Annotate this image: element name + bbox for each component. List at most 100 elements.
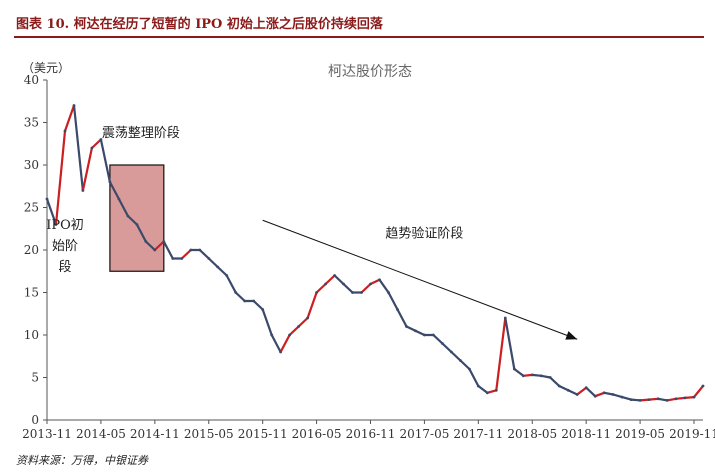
price-segment-down xyxy=(126,214,138,226)
price-segment-down xyxy=(432,333,444,345)
price-point xyxy=(566,388,570,392)
price-segment-up xyxy=(324,274,336,286)
y-tick-label: 40 xyxy=(24,73,39,87)
price-segment-up xyxy=(486,389,498,394)
price-segment-up xyxy=(288,325,300,337)
price-point xyxy=(611,393,615,396)
price-point xyxy=(459,359,462,362)
ipo-label-line: 始阶 xyxy=(52,239,78,254)
y-tick-label: 25 xyxy=(24,201,39,215)
price-point xyxy=(360,291,363,294)
price-point xyxy=(405,325,408,328)
price-point xyxy=(441,342,444,345)
price-point xyxy=(485,391,489,395)
price-segment-up xyxy=(153,240,165,252)
consolidation-box-layer xyxy=(109,164,165,272)
price-point xyxy=(261,308,265,311)
price-point xyxy=(207,257,211,260)
consolidation-label: 震荡整理阶段 xyxy=(102,126,180,141)
price-segment-down xyxy=(135,223,147,243)
price-point xyxy=(243,299,247,303)
price-segment-up xyxy=(369,278,381,286)
figure-header: 图表 10. 柯达在经历了短暂的 IPO 初始上涨之后股价持续回落 xyxy=(14,6,704,38)
price-segment-down xyxy=(99,138,112,184)
price-segment-up xyxy=(306,291,318,320)
price-segment-up xyxy=(63,104,76,133)
x-tick-label: 2019-11 xyxy=(669,427,715,441)
price-segment-down xyxy=(414,329,426,337)
price-point xyxy=(171,257,175,260)
x-tick-label: 2015-05 xyxy=(184,427,234,441)
chart-title: 柯达股价形态 xyxy=(328,64,412,80)
price-segment-up xyxy=(576,386,588,396)
price-point xyxy=(512,367,516,371)
price-point xyxy=(117,197,121,201)
y-tick-label: 10 xyxy=(24,328,39,342)
price-point xyxy=(315,291,318,294)
price-segment-down xyxy=(333,274,345,286)
price-segment-down xyxy=(629,398,642,402)
price-segment-down xyxy=(234,291,246,303)
price-point xyxy=(351,291,354,294)
y-axis-unit-label: （美元） xyxy=(22,61,70,75)
price-segment-down xyxy=(611,393,624,399)
price-segment-down xyxy=(513,367,525,377)
price-segment-up xyxy=(683,396,696,399)
price-segment-down xyxy=(504,316,516,371)
price-point xyxy=(548,376,552,379)
price-point xyxy=(234,291,238,294)
price-segment-down xyxy=(540,374,552,379)
price-segment-down xyxy=(45,197,58,226)
price-point xyxy=(297,325,300,328)
price-segment-down xyxy=(558,384,570,392)
price-segment-up xyxy=(665,397,678,402)
price-segment-up xyxy=(692,384,705,399)
price-segment-down xyxy=(620,396,633,401)
price-segment-down xyxy=(477,384,489,394)
price-point xyxy=(683,396,687,400)
price-segment-down xyxy=(162,240,174,260)
price-point xyxy=(692,395,696,399)
price-segment-up xyxy=(90,138,103,150)
price-point xyxy=(378,278,381,282)
price-segment-down xyxy=(585,386,597,398)
price-segment-up xyxy=(647,397,660,401)
price-point xyxy=(387,291,390,294)
price-segment-down xyxy=(531,373,543,377)
price-segment-down xyxy=(441,342,453,354)
figure-source: 资料来源：万得，中银证券 xyxy=(16,454,148,467)
x-tick-label: 2018-05 xyxy=(507,427,557,441)
price-point xyxy=(701,384,705,388)
price-point xyxy=(414,329,417,333)
chart-axes: 0 5 10 15 20 25 30 35 40 2013-11 2014-05 2014-11 201… xyxy=(22,73,715,441)
price-point xyxy=(584,386,588,390)
price-point xyxy=(270,333,274,337)
price-segment-down xyxy=(117,197,130,218)
price-segment-up xyxy=(674,396,687,400)
price-point xyxy=(476,384,480,388)
price-point xyxy=(81,189,85,192)
x-tick-label: 2014-11 xyxy=(130,427,180,441)
price-segment-down xyxy=(108,180,121,201)
ipo-label-line: 段 xyxy=(58,260,71,275)
price-point xyxy=(432,333,435,337)
price-point xyxy=(557,384,561,388)
y-tick-label: 35 xyxy=(24,116,39,130)
price-point xyxy=(503,316,507,320)
price-point xyxy=(99,138,103,141)
price-segment-down xyxy=(468,367,480,388)
x-tick-label: 2014-05 xyxy=(76,427,126,441)
price-point xyxy=(396,308,399,311)
x-tick-label: 2013-11 xyxy=(22,427,72,441)
y-tick-label: 20 xyxy=(24,243,39,257)
x-tick-label: 2019-05 xyxy=(615,427,665,441)
x-tick-label: 2017-05 xyxy=(399,427,449,441)
price-segment-up xyxy=(638,398,651,402)
ipo-label-line: IPO初 xyxy=(46,218,84,233)
price-segment-down xyxy=(549,376,561,388)
decline-arrowhead xyxy=(565,331,578,340)
price-series-layer xyxy=(45,104,705,402)
price-point xyxy=(369,282,372,286)
price-point xyxy=(72,104,76,107)
